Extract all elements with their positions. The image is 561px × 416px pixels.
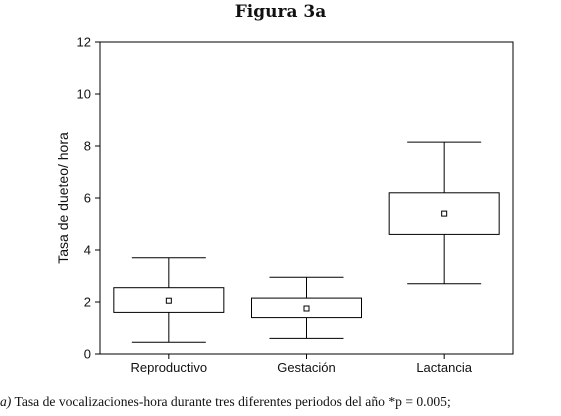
mean-marker xyxy=(441,210,448,217)
y-tick-label: 0 xyxy=(84,347,91,362)
caption-label: a) xyxy=(0,394,12,409)
figure-title: Figura 3a xyxy=(234,2,327,22)
x-category-label: Gestación xyxy=(277,360,336,375)
y-tick-label: 10 xyxy=(77,87,91,102)
boxplot-chart: Tasa de dueteo/ hora 0 2 4 6 8 10 12 Reproducti… xyxy=(55,35,514,375)
y-tick-label: 12 xyxy=(77,35,91,50)
y-tick-label: 4 xyxy=(84,243,91,258)
x-category-label: Reproductivo xyxy=(131,360,208,375)
x-category-label: Lactancia xyxy=(416,360,472,375)
y-tick-label: 8 xyxy=(84,139,91,154)
mean-marker xyxy=(303,305,310,312)
y-axis-label: Tasa de dueteo/ hora xyxy=(55,132,71,264)
caption-text: Tasa de vocalizaciones-hora durante tres… xyxy=(14,394,451,409)
mean-marker xyxy=(165,297,172,304)
figure-caption: a) Tasa de vocalizaciones-hora durante t… xyxy=(0,394,561,410)
y-tick-label: 6 xyxy=(84,191,91,206)
y-tick-label: 2 xyxy=(84,295,91,310)
